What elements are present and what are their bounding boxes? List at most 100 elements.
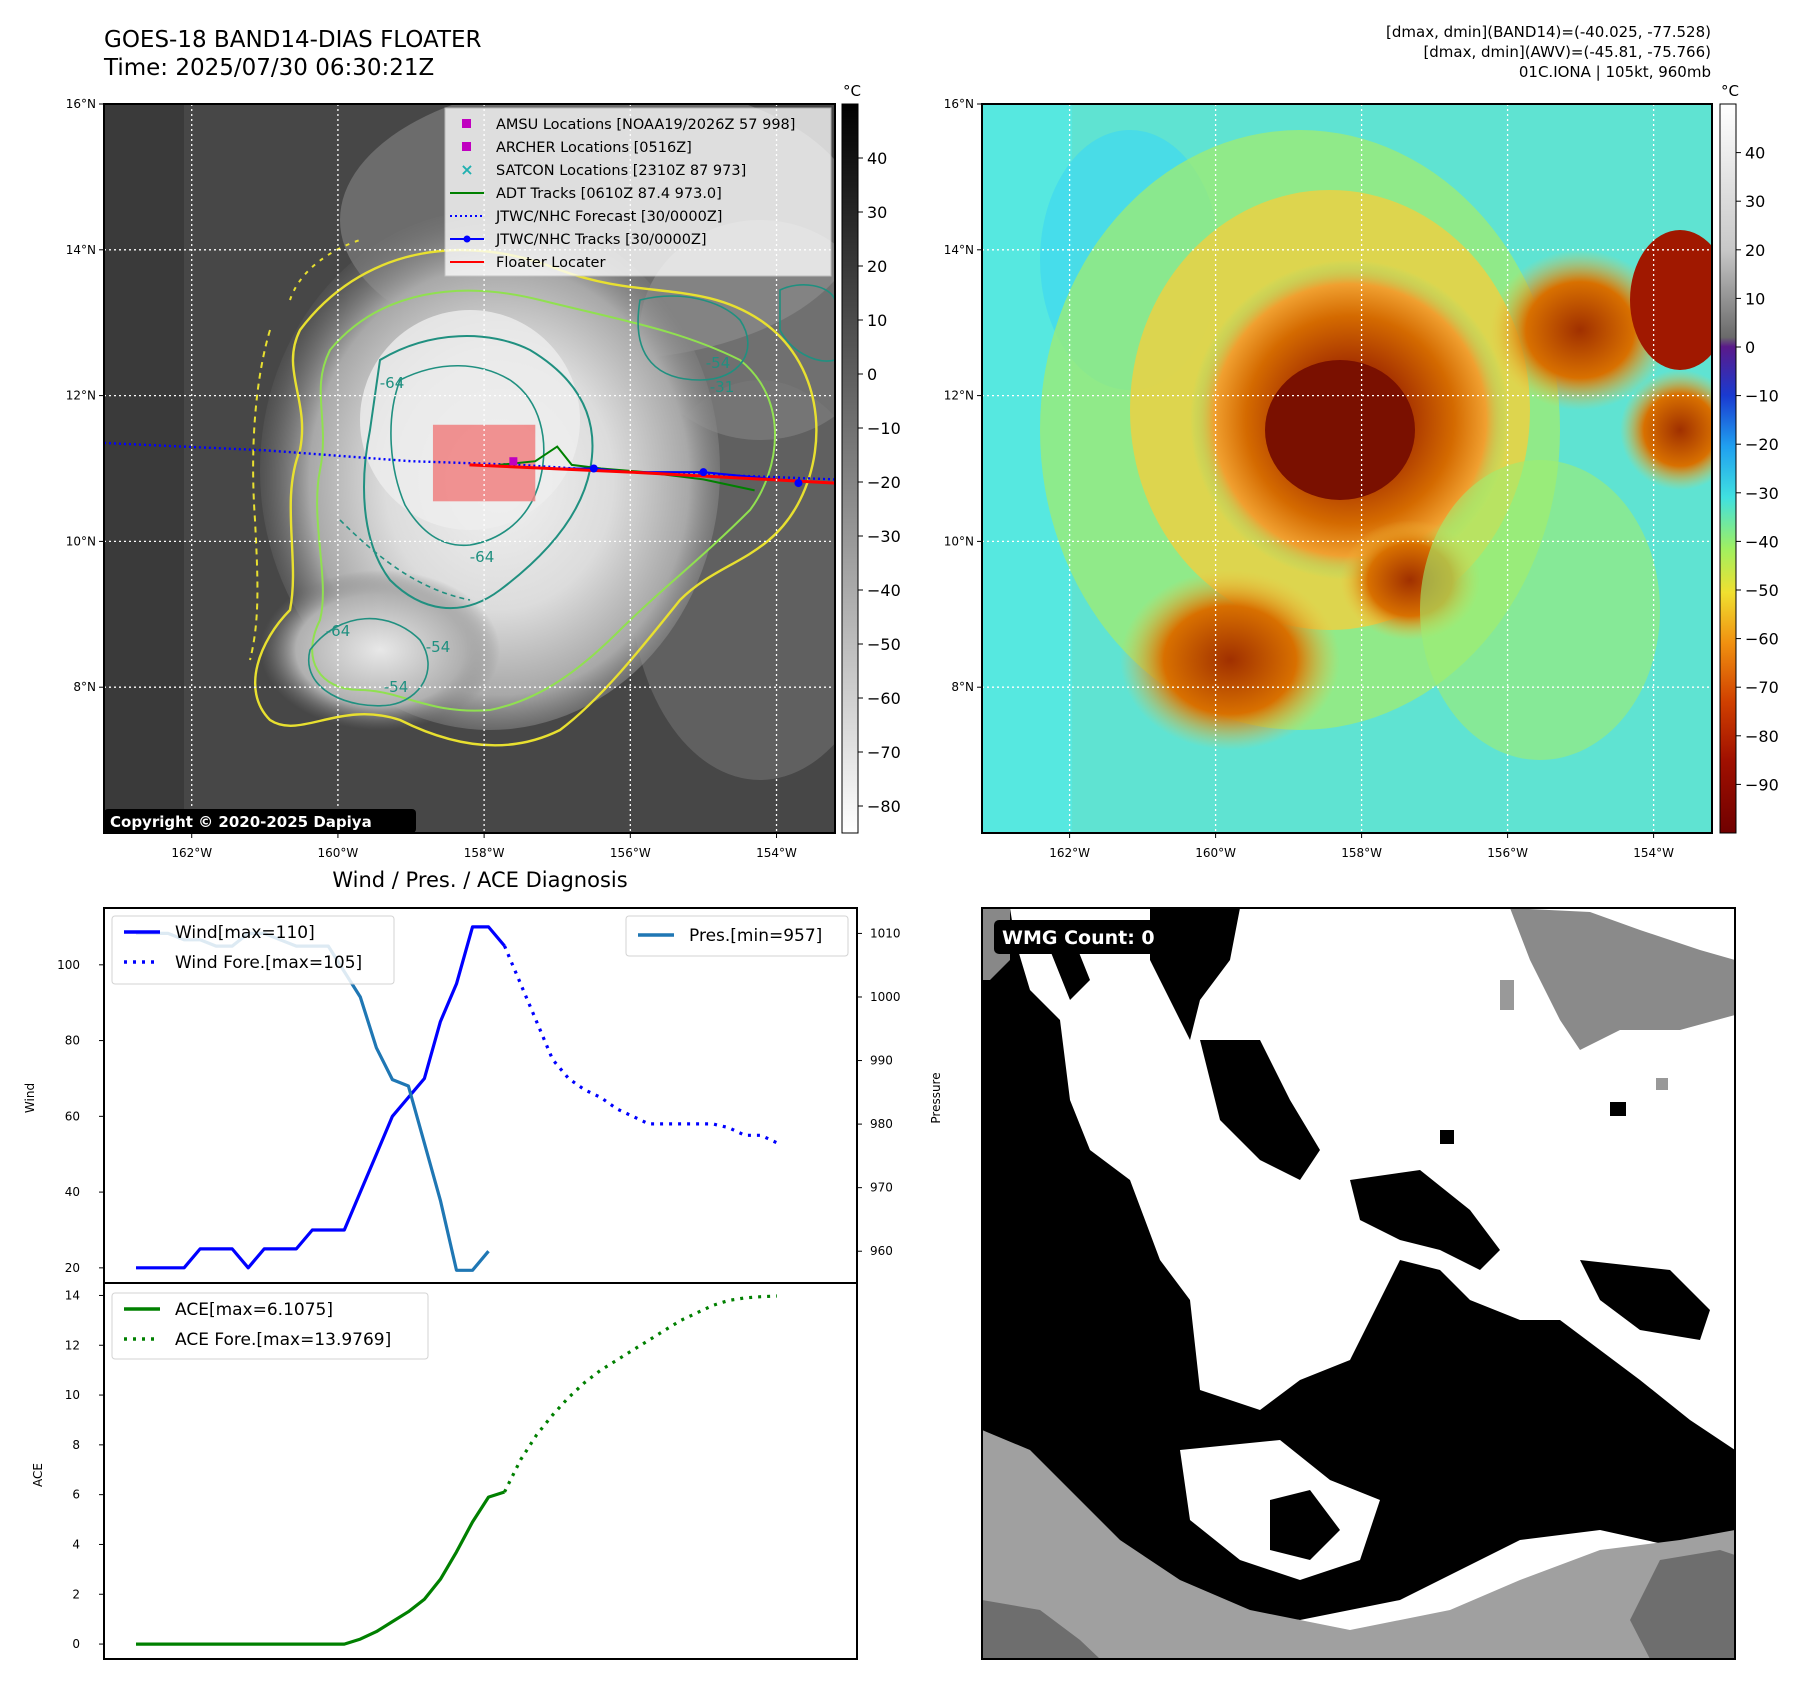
wind-tick-label: 100 bbox=[57, 958, 80, 972]
legend-dot bbox=[463, 235, 471, 243]
colorbar-tick-label: −80 bbox=[1745, 727, 1779, 746]
colorbar-tick-label: −10 bbox=[1745, 387, 1779, 406]
contour-label: -31 bbox=[710, 378, 735, 396]
ace-tick-label: 8 bbox=[72, 1438, 80, 1452]
lon-tick-label: 154°W bbox=[756, 846, 797, 860]
wind-tick-label: 60 bbox=[65, 1109, 80, 1123]
ir-colorbar-unit: °C bbox=[843, 82, 861, 100]
wind-tick-label: 20 bbox=[65, 1261, 80, 1275]
ace-tick-label: 10 bbox=[65, 1388, 80, 1402]
lon-tick-label: 158°W bbox=[1341, 846, 1382, 860]
colorbar-tick-label: −30 bbox=[867, 527, 901, 546]
colorbar-tick-label: −50 bbox=[1745, 581, 1779, 600]
lat-tick-label: 14°N bbox=[66, 243, 96, 257]
lat-tick-label: 10°N bbox=[944, 534, 974, 548]
legend-label: JTWC/NHC Tracks [30/0000Z] bbox=[495, 232, 707, 248]
lon-tick-label: 158°W bbox=[464, 846, 505, 860]
best-track-point bbox=[699, 468, 708, 477]
wind-tick-label: 80 bbox=[65, 1034, 80, 1048]
legend-label: ADT Tracks [0610Z 87.4 973.0] bbox=[496, 186, 722, 202]
awv-colorbar bbox=[1719, 103, 1737, 834]
pressure-tick-label: 980 bbox=[870, 1117, 893, 1131]
colorbar-tick-label: 0 bbox=[867, 365, 877, 384]
colorbar-tick-label: −40 bbox=[1745, 532, 1779, 551]
contour-label: -64 bbox=[326, 622, 351, 640]
colorbar-tick-label: −50 bbox=[867, 635, 901, 654]
ir-colorbar bbox=[841, 103, 859, 834]
colorbar-tick-label: 10 bbox=[867, 311, 887, 330]
legend-label: AMSU Locations [NOAA19/2026Z 57 998] bbox=[496, 117, 795, 133]
best-track-point bbox=[589, 464, 598, 473]
lat-tick-label: 14°N bbox=[944, 243, 974, 257]
legend-symbol-x: × bbox=[460, 160, 473, 179]
ir-map-panel: -64 -54 -31 -64 -64 -54 -54 16°N 14°N 12°N 10°N 8°… bbox=[66, 82, 901, 860]
lat-tick-label: 16°N bbox=[944, 97, 974, 111]
lon-tick-label: 162°W bbox=[1049, 846, 1090, 860]
wind-legend-label: Wind[max=110] bbox=[175, 923, 315, 943]
lat-tick-label: 8°N bbox=[73, 680, 96, 694]
pressure-tick-label: 960 bbox=[870, 1244, 893, 1258]
ace-tick-label: 0 bbox=[72, 1637, 80, 1651]
colorbar-tick-label: −60 bbox=[867, 689, 901, 708]
storm-info: [dmax, dmin](BAND14)=(-40.025, -77.528) … bbox=[1386, 22, 1711, 82]
series-line-1 bbox=[503, 945, 778, 1145]
lat-tick-label: 8°N bbox=[951, 680, 974, 694]
colorbar-tick-label: 30 bbox=[867, 203, 887, 222]
legend-symbol-square bbox=[462, 142, 471, 151]
colorbar-tick-label: −30 bbox=[1745, 484, 1779, 503]
amsu-point bbox=[509, 457, 518, 466]
colorbar-tick-label: 0 bbox=[1745, 338, 1755, 357]
contour-label: -54 bbox=[706, 354, 731, 372]
ace-series-line-0 bbox=[136, 1490, 505, 1646]
wmg-panel: WMG Count: 0 bbox=[981, 907, 1736, 1660]
awv-range: [dmax, dmin](AWV)=(-45.81, -75.766) bbox=[1423, 43, 1711, 61]
legend-label: Floater Locater bbox=[496, 255, 605, 271]
legend-label: SATCON Locations [2310Z 87 973] bbox=[496, 163, 746, 179]
ace-series-line-1 bbox=[503, 1294, 777, 1493]
figure-time: Time: 2025/07/30 06:30:21Z bbox=[104, 55, 435, 81]
pressure-legend-box bbox=[625, 915, 849, 957]
ace-axis-label: ACE bbox=[31, 1463, 45, 1487]
pressure-tick-label: 970 bbox=[870, 1181, 893, 1195]
floater-track-line bbox=[469, 463, 835, 485]
wmg-count-label: WMG Count: 0 bbox=[1002, 927, 1155, 949]
diagnosis-title: Wind / Pres. / ACE Diagnosis bbox=[332, 868, 627, 892]
awv-map-panel: 16°N 14°N 12°N 10°N 8°N 162°W 160°W 158°W 156°W… bbox=[944, 82, 1779, 860]
wind-tick-label: 40 bbox=[65, 1185, 80, 1199]
colorbar-tick-label: −70 bbox=[867, 743, 901, 762]
colorbar-tick-label: 20 bbox=[1745, 241, 1765, 260]
ace-legend-box bbox=[111, 1292, 429, 1360]
figure-title: GOES-18 BAND14-DIAS FLOATER bbox=[104, 27, 482, 53]
pressure-tick-label: 1000 bbox=[870, 990, 901, 1004]
awv-colorbar-unit: °C bbox=[1721, 82, 1739, 100]
lon-tick-label: 156°W bbox=[610, 846, 651, 860]
pressure-tick-label: 990 bbox=[870, 1054, 893, 1068]
band14-range: [dmax, dmin](BAND14)=(-40.025, -77.528) bbox=[1386, 23, 1711, 41]
ir-legend bbox=[444, 107, 832, 277]
lat-tick-label: 10°N bbox=[66, 534, 96, 548]
lon-tick-label: 160°W bbox=[318, 846, 359, 860]
ace-legend-label: ACE[max=6.1075] bbox=[175, 1300, 333, 1320]
colorbar-tick-label: −80 bbox=[867, 797, 901, 816]
copyright-label: Copyright © 2020-2025 Dapiya bbox=[110, 813, 372, 831]
contour-label: -54 bbox=[384, 678, 409, 696]
storm-summary: 01C.IONA | 105kt, 960mb bbox=[1518, 63, 1711, 81]
pressure-tick-label: 1010 bbox=[870, 926, 901, 940]
ace-chart: 0 2 4 6 8 10 12 14 ACE ACE[max=6.1075] ACE Fore.… bbox=[31, 1282, 858, 1660]
colorbar-tick-label: 40 bbox=[867, 149, 887, 168]
colorbar-tick-label: −10 bbox=[867, 419, 901, 438]
wind-pressure-chart: Wind / Pres. / ACE Diagnosis 20 40 60 80 100… bbox=[23, 868, 943, 1284]
wind-legend-box bbox=[111, 915, 395, 985]
ace-tick-label: 2 bbox=[72, 1587, 80, 1601]
colorbar-tick-label: 30 bbox=[1745, 192, 1765, 211]
legend-label: ARCHER Locations [0516Z] bbox=[496, 140, 692, 156]
ace-legend-label: ACE Fore.[max=13.9769] bbox=[175, 1330, 391, 1350]
lon-tick-label: 160°W bbox=[1195, 846, 1236, 860]
colorbar-tick-label: 40 bbox=[1745, 144, 1765, 163]
pressure-legend-label: Pres.[min=957] bbox=[689, 926, 822, 946]
contour-label: -64 bbox=[470, 548, 495, 566]
contour-label: -54 bbox=[426, 638, 451, 656]
wind-axis-label: Wind bbox=[23, 1083, 37, 1113]
adt-track-line bbox=[498, 445, 755, 492]
